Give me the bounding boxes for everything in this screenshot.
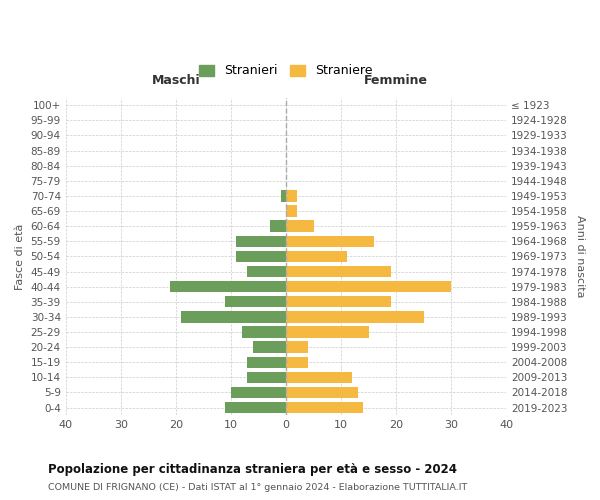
Bar xyxy=(286,372,352,383)
Bar xyxy=(286,311,424,322)
Bar xyxy=(236,236,286,247)
Text: Popolazione per cittadinanza straniera per età e sesso - 2024: Popolazione per cittadinanza straniera p… xyxy=(48,462,457,475)
Bar xyxy=(286,190,297,202)
Legend: Stranieri, Straniere: Stranieri, Straniere xyxy=(194,60,378,82)
Bar xyxy=(286,266,391,277)
Text: Maschi: Maschi xyxy=(152,74,200,87)
Bar xyxy=(247,266,286,277)
Bar xyxy=(247,372,286,383)
Bar xyxy=(286,326,369,338)
Bar xyxy=(281,190,286,202)
Bar xyxy=(286,250,347,262)
Bar xyxy=(286,387,358,398)
Bar xyxy=(242,326,286,338)
Y-axis label: Fasce di età: Fasce di età xyxy=(15,223,25,290)
Bar xyxy=(236,250,286,262)
Bar xyxy=(286,356,308,368)
Bar xyxy=(247,356,286,368)
Bar xyxy=(286,206,297,216)
Bar xyxy=(231,387,286,398)
Bar xyxy=(286,342,308,353)
Bar xyxy=(286,402,363,413)
Bar xyxy=(269,220,286,232)
Y-axis label: Anni di nascita: Anni di nascita xyxy=(575,215,585,298)
Bar xyxy=(226,402,286,413)
Bar xyxy=(226,296,286,308)
Bar xyxy=(253,342,286,353)
Bar xyxy=(286,281,451,292)
Text: COMUNE DI FRIGNANO (CE) - Dati ISTAT al 1° gennaio 2024 - Elaborazione TUTTITALI: COMUNE DI FRIGNANO (CE) - Dati ISTAT al … xyxy=(48,484,467,492)
Bar xyxy=(170,281,286,292)
Text: Femmine: Femmine xyxy=(364,74,428,87)
Bar xyxy=(286,220,314,232)
Bar xyxy=(286,296,391,308)
Bar xyxy=(181,311,286,322)
Bar xyxy=(286,236,374,247)
